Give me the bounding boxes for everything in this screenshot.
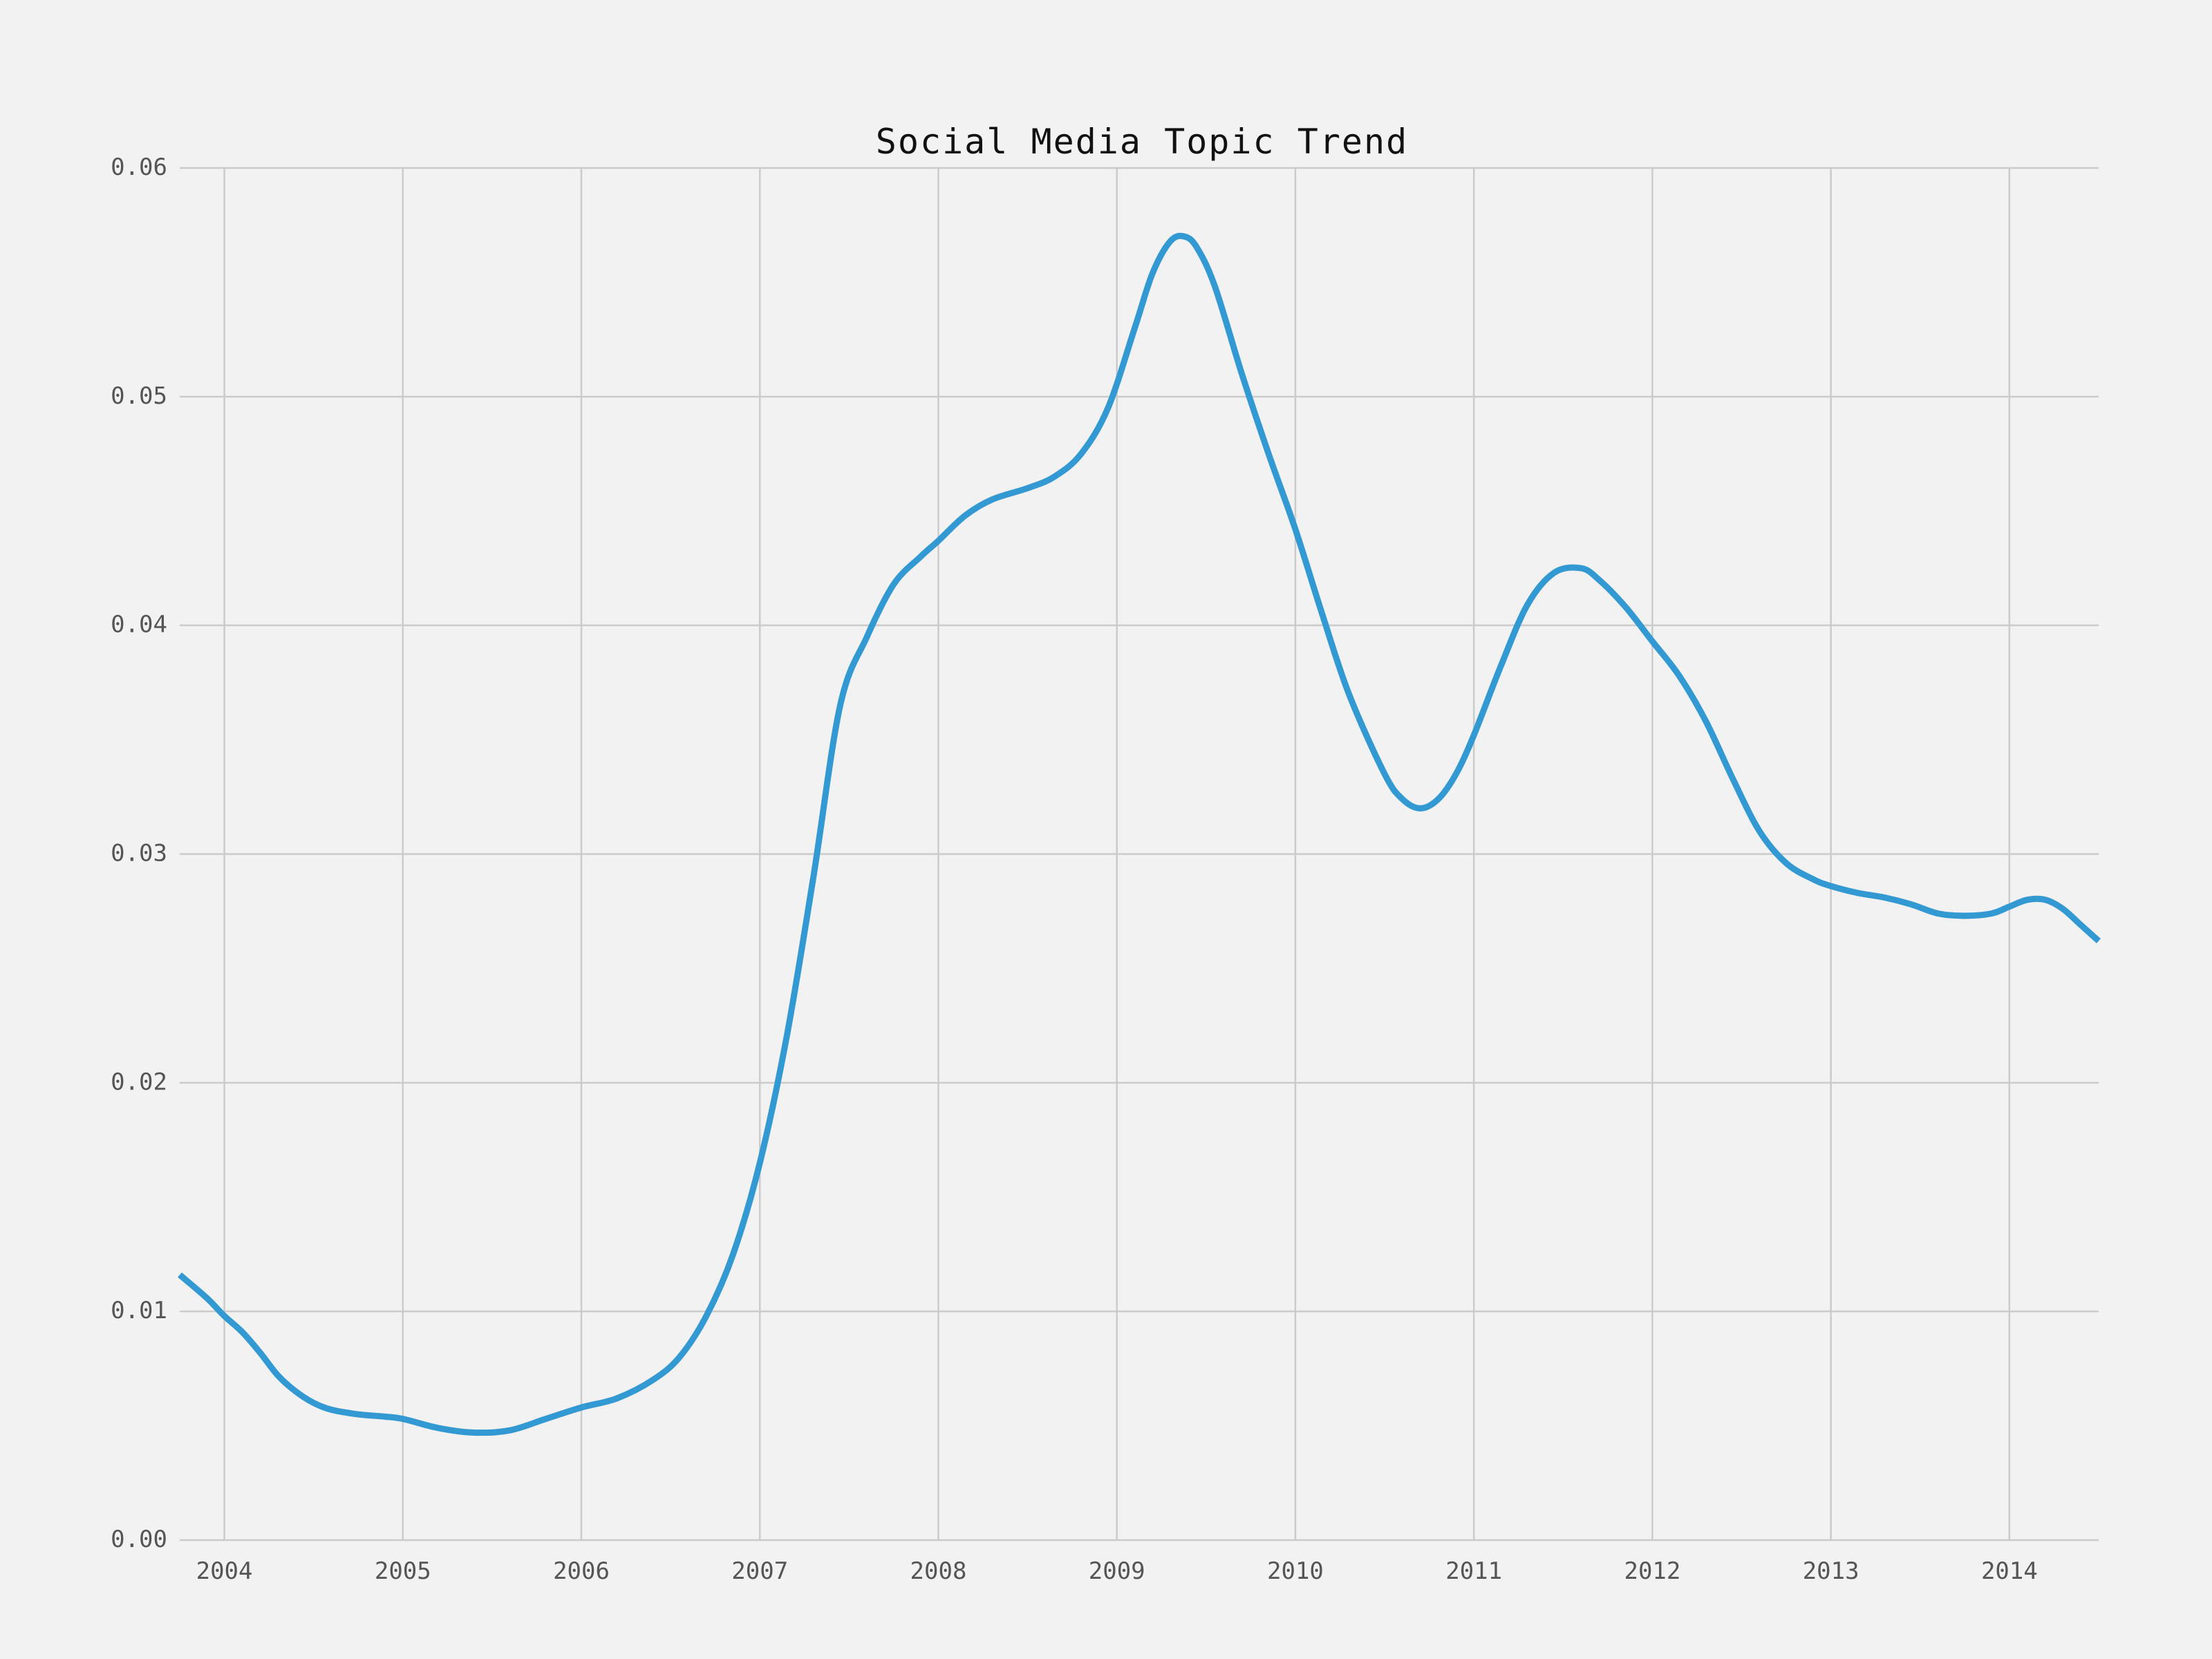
x-tick-label: 2010 (1267, 1557, 1324, 1585)
series-line (178, 232, 2101, 1436)
y-tick-label: 0.02 (111, 1068, 167, 1096)
x-tick-label: 2013 (1803, 1557, 1859, 1585)
y-tick-label: 0.05 (111, 382, 167, 410)
y-tick-label: 0.06 (111, 153, 167, 181)
series-layer (178, 232, 2101, 1436)
x-tick-label: 2007 (731, 1557, 788, 1585)
x-tick-label: 2006 (553, 1557, 610, 1585)
x-tick-label: 2009 (1089, 1557, 1145, 1585)
x-tick-label: 2011 (1445, 1557, 1502, 1585)
x-tick-label: 2004 (196, 1557, 253, 1585)
y-tick-label: 0.00 (111, 1526, 167, 1553)
y-tick-label: 0.04 (111, 611, 167, 639)
chart-title: Social Media Topic Trend (876, 122, 1408, 162)
x-tick-label: 2012 (1624, 1557, 1680, 1585)
y-tick-labels: 0.00 0.01 0.02 0.03 0.04 0.05 0.06 (111, 153, 167, 1553)
y-tick-label: 0.03 (111, 840, 167, 868)
x-tick-label: 2014 (1981, 1557, 2038, 1585)
x-tick-labels: 2004 2005 2006 2007 2008 2009 2010 2011 2012 2013… (196, 1557, 2038, 1585)
x-tick-label: 2005 (375, 1557, 431, 1585)
y-gridlines (180, 167, 2099, 1541)
x-tick-label: 2008 (910, 1557, 967, 1585)
y-tick-label: 0.01 (111, 1297, 167, 1324)
